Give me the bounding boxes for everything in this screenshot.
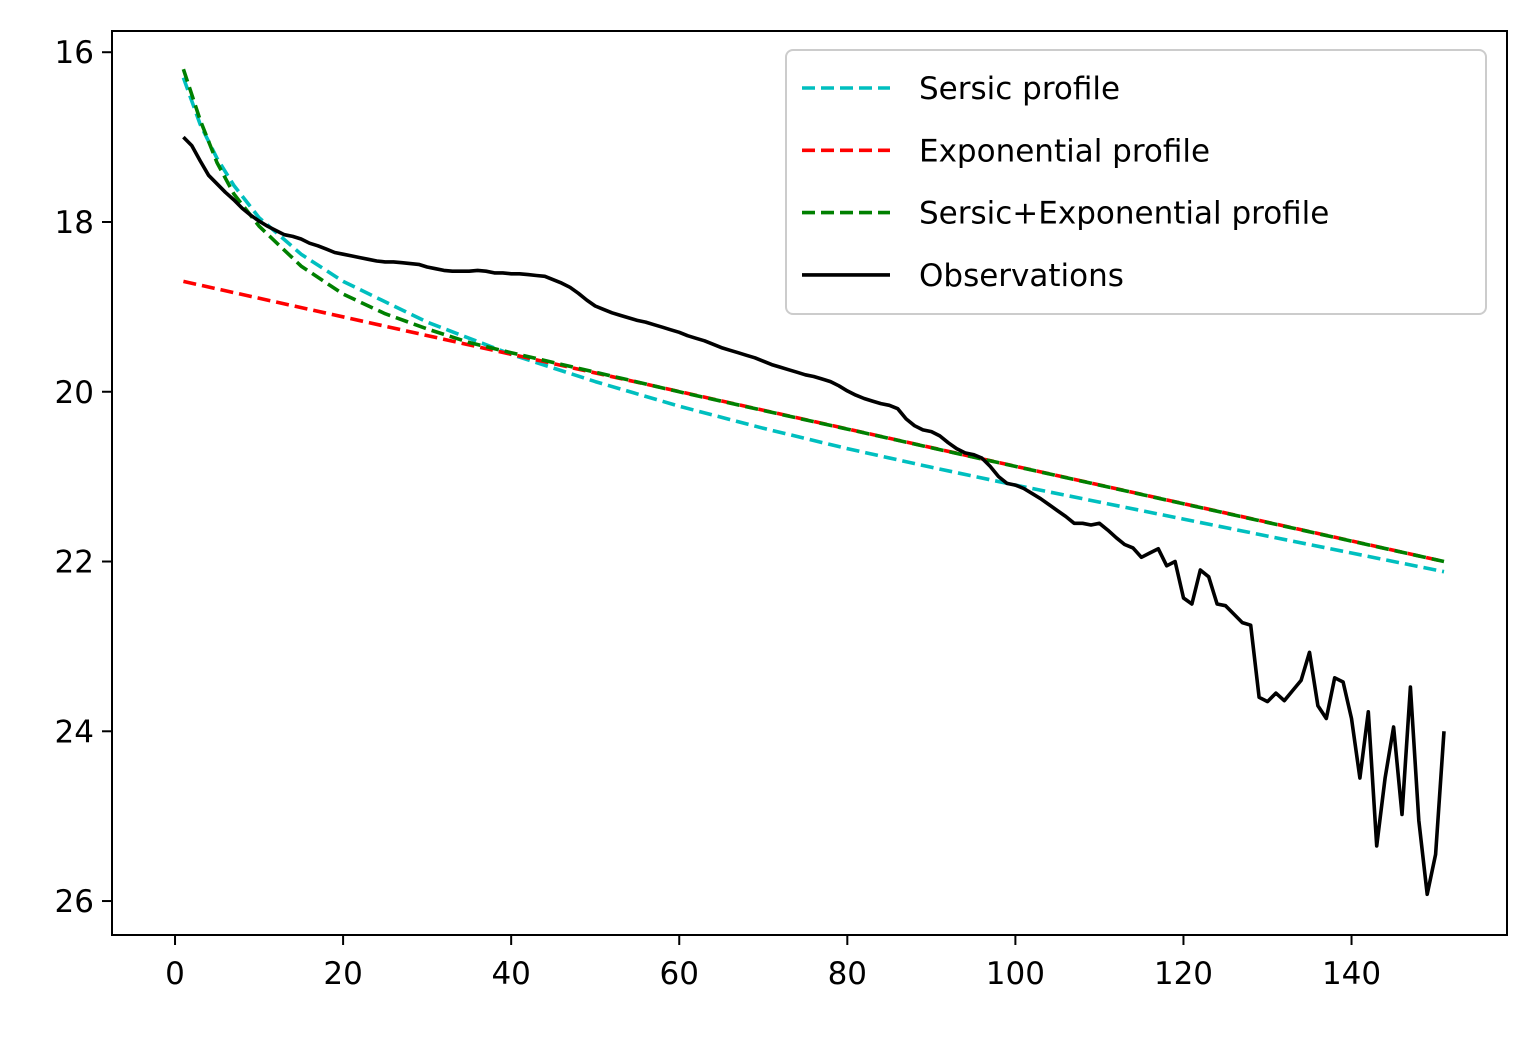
y-tick-label: 24 <box>55 714 94 750</box>
y-tick-label: 20 <box>55 375 94 411</box>
legend-label-observations: Observations <box>919 258 1124 294</box>
x-tick-label: 80 <box>828 956 867 992</box>
x-tick-label: 40 <box>491 956 530 992</box>
series-line-observations <box>182 135 1446 897</box>
x-tick-label: 140 <box>1322 956 1381 992</box>
y-tick-label: 26 <box>55 884 94 920</box>
y-tick-label: 16 <box>55 35 94 71</box>
legend-box <box>785 49 1487 315</box>
y-tick-label: 22 <box>55 545 94 581</box>
x-tick-label: 60 <box>660 956 699 992</box>
x-tick-label: 20 <box>323 956 362 992</box>
plot-lines <box>181 68 1446 897</box>
x-axis: 0 20 40 60 80 100 120 140 <box>165 935 1381 992</box>
x-tick-label: 0 <box>165 956 185 992</box>
series-line-sersic-exponential-profile <box>181 68 1445 564</box>
y-tick-label: 18 <box>55 205 94 241</box>
y-axis: 16 18 20 22 24 26 <box>55 35 112 920</box>
series-line-sersic-profile <box>181 77 1445 574</box>
x-tick-label: 120 <box>1154 956 1213 992</box>
legend-label-exponential-profile: Exponential profile <box>919 133 1210 169</box>
axes-frame <box>111 30 1508 936</box>
legend: Sersic profile Exponential profile Sersic+… <box>785 49 1487 315</box>
x-tick-label: 100 <box>986 956 1045 992</box>
legend-label-sersic-profile: Sersic profile <box>919 71 1120 107</box>
legend-label-sersic-exponential-profile: Sersic+Exponential profile <box>919 196 1329 232</box>
